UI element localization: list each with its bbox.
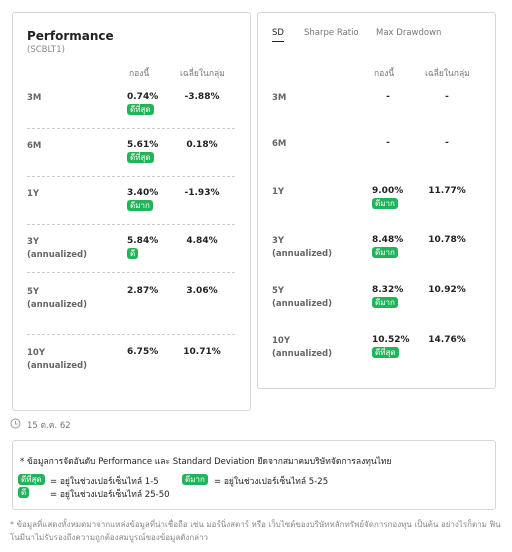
legend-text: = อยู่ในช่วงเปอร์เซ็นไทล์ 5-25 (214, 477, 329, 487)
period: 6M (272, 139, 287, 149)
period-note: (annualized) (272, 299, 333, 309)
row-separator (27, 128, 235, 129)
legend-badge: ดี (18, 487, 30, 498)
period: 1Y (27, 189, 40, 199)
legend-badge: ดีมาก (182, 474, 208, 485)
fund-value: 5.84% (127, 236, 159, 246)
row-separator (27, 176, 235, 177)
fund-value: 9.00% (372, 186, 404, 196)
fund-value: 2.87% (127, 286, 159, 296)
rank-badge: ดีที่สุด (127, 104, 154, 115)
title: Performance (27, 29, 114, 43)
rank-badge: ดี (127, 248, 139, 259)
period: 10Y (27, 348, 45, 358)
clock-icon (10, 418, 21, 429)
ranking-note-box (12, 440, 496, 510)
rank-badge: ดีมาก (127, 200, 153, 211)
period-note: (annualized) (27, 300, 88, 310)
average-value: - (445, 92, 449, 102)
fund-value: - (386, 92, 390, 102)
period: 3M (272, 93, 287, 103)
average-value: 3.06% (186, 286, 218, 296)
period-note: (annualized) (27, 361, 88, 371)
tab[interactable]: Sharpe Ratio (304, 28, 359, 38)
period: 5Y (27, 287, 40, 297)
period: 5Y (272, 286, 285, 296)
average-value: 14.76% (428, 335, 466, 345)
period: 1Y (272, 187, 285, 197)
row-separator (27, 272, 235, 273)
average-value: 10.71% (183, 347, 221, 357)
fund-value: 10.52% (372, 335, 410, 345)
column-header: เฉลี่ยในกลุ่ม (180, 69, 225, 79)
rank-badge: ดีที่สุด (127, 152, 154, 163)
column-header: กองนี้ (374, 69, 395, 79)
rank-badge: ดีมาก (372, 198, 398, 209)
average-value: -1.93% (184, 188, 220, 198)
legend-badge: ดีที่สุด (18, 474, 45, 485)
ranking-note: * ข้อมูลการจัดอันดับ Performance และ Sta… (20, 457, 392, 467)
rank-badge: ดีมาก (372, 247, 398, 258)
period: 10Y (272, 336, 290, 346)
average-value: 0.18% (186, 140, 218, 150)
average-value: 4.84% (186, 236, 218, 246)
legend-text: = อยู่ในช่วงเปอร์เซ็นไทล์ 1-5 (50, 477, 159, 487)
fund-value: 8.32% (372, 285, 404, 295)
average-value: -3.88% (184, 92, 220, 102)
average-value: - (445, 138, 449, 148)
period: 3Y (272, 236, 285, 246)
period-note: (annualized) (27, 250, 88, 260)
period-note: (annualized) (272, 349, 333, 359)
fund-value: 3.40% (127, 188, 159, 198)
performance-card (12, 12, 251, 411)
row-separator (27, 224, 235, 225)
legend-text: = อยู่ในช่วงเปอร์เซ็นไทล์ 25-50 (50, 490, 170, 500)
rank-badge: ดีที่สุด (372, 347, 399, 358)
fund-value: 0.74% (127, 92, 159, 102)
subtitle: (SCBLT1) (27, 45, 65, 55)
fund-value: 6.75% (127, 347, 159, 357)
risk-card (257, 12, 496, 389)
tab[interactable]: SD (272, 28, 284, 42)
average-value: 10.78% (428, 235, 466, 245)
period: 3Y (27, 237, 40, 247)
fund-value: - (386, 138, 390, 148)
column-header: เฉลี่ยในกลุ่ม (425, 69, 470, 79)
date: 15 ต.ค. 62 (27, 421, 71, 431)
column-header: กองนี้ (129, 69, 150, 79)
period: 6M (27, 141, 42, 151)
period: 3M (27, 93, 42, 103)
fund-value: 5.61% (127, 140, 159, 150)
rank-badge: ดีมาก (372, 297, 398, 308)
period-note: (annualized) (272, 249, 333, 259)
tab[interactable]: Max Drawdown (376, 28, 442, 38)
average-value: 11.77% (428, 186, 466, 196)
row-separator (27, 334, 235, 335)
fund-value: 8.48% (372, 235, 404, 245)
disclaimer: * ข้อมูลที่แสดงทั้งหมดมาจากแหล่งข้อมูลที… (10, 520, 501, 542)
average-value: 10.92% (428, 285, 466, 295)
